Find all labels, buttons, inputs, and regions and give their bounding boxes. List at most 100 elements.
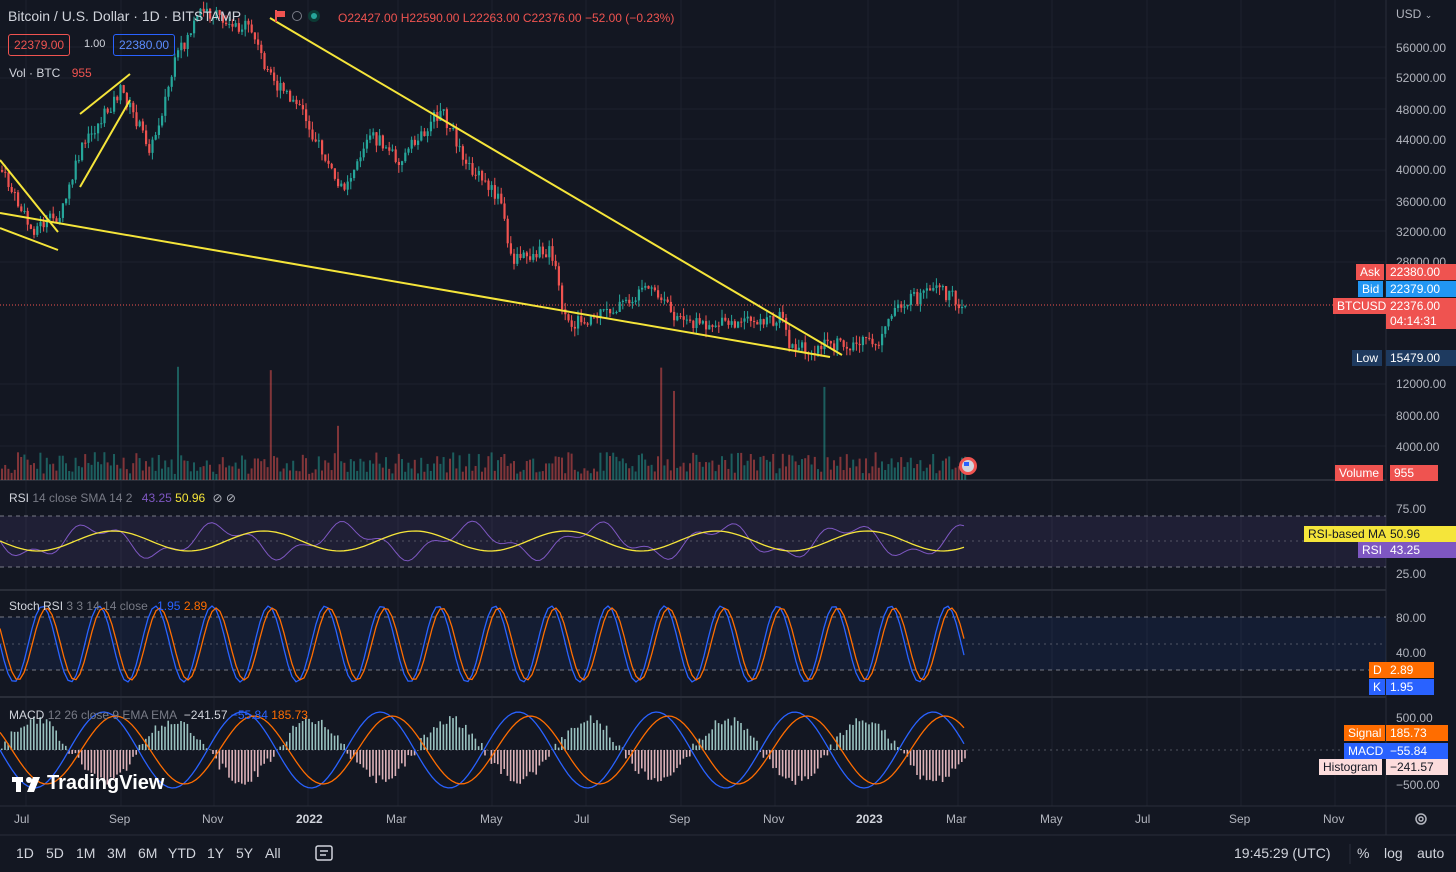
gear-icon[interactable] [1415,813,1427,825]
time-axis-label: Jul [14,812,30,826]
stoch-axis-40: 40.00 [1396,646,1427,660]
macd-axis-value: −55.84 [1386,743,1448,759]
timeframe-button[interactable]: 1Y [207,845,225,861]
rsi-ma-axis-value: 50.96 [1386,526,1456,542]
trendline-left-lower[interactable] [0,227,59,251]
macd-value: −55.84 [230,708,268,722]
time-axis-label: Sep [109,812,131,826]
ohlc-close: C22376.00 [522,11,582,25]
price-candles [1,1,967,362]
macd-signal-line [0,715,965,785]
price-axis-label: 36000.00 [1396,195,1447,209]
price-axis-label: 56000.00 [1396,41,1447,55]
stoch-axis-80: 80.00 [1396,611,1427,625]
macd-signal-axis-label: Signal [1344,725,1386,741]
sell-button[interactable]: 22379.00 [8,34,71,56]
trendline-rising-upper[interactable] [79,73,131,115]
price-axis-label: 44000.00 [1396,133,1447,147]
rsi-line [0,520,965,562]
us-flag-icon[interactable] [959,457,977,475]
bid-label: Bid [1358,281,1384,297]
time-axis-label: Nov [763,812,785,826]
trendline-long-support[interactable] [0,212,831,358]
timeframe-button[interactable]: All [265,845,281,861]
time-axis-label: Mar [946,812,967,826]
log-scale-toggle[interactable]: log [1384,845,1403,861]
time-axis-label: 2022 [296,812,323,826]
stoch-k-value: 1.95 [157,599,181,613]
timeframe-button[interactable]: 5Y [236,845,254,861]
rsi-ma-axis-label: RSI-based MA [1304,526,1391,542]
rsi-title: RSI [9,491,30,505]
ohlc-change: −52.00 (−0.23%) [584,11,675,25]
bar-countdown: 04:14:31 [1390,314,1437,328]
time-axis-label: Jul [574,812,590,826]
macd-axis-500: 500.00 [1396,711,1433,725]
timeframe-button[interactable]: YTD [168,845,196,861]
low-label: Low [1352,350,1383,366]
price-axis-label: 8000.00 [1396,409,1440,423]
clock-display[interactable]: 19:45:29 (UTC) [1234,845,1331,861]
stoch-band [0,617,1386,670]
stoch-d-line [0,607,965,681]
rsi-axis-75: 75.00 [1396,502,1427,516]
macd-signal-axis-value: 185.73 [1386,725,1448,741]
time-axis-label: Sep [1229,812,1251,826]
rsi-axis-label: RSI [1358,542,1387,558]
ask-label: Ask [1356,264,1385,280]
timeframe-button[interactable]: 5D [46,845,64,861]
time-axis-label: Sep [669,812,691,826]
macd-signal-value: 185.73 [271,708,308,722]
rsi-value: 43.25 [141,491,172,505]
stoch-d-axis-value: 2.89 [1386,662,1434,678]
price-axis-label: 32000.00 [1396,225,1447,239]
time-axis-label: May [1040,812,1063,826]
trendline-drawings[interactable] [0,17,843,358]
rsi-ma-line [0,530,965,552]
tradingview-logo-icon [12,777,40,792]
stoch-d-axis-label: D [1369,662,1386,678]
rsi-axis-value: 43.25 [1386,542,1456,558]
symbol-title[interactable]: Bitcoin / U.S. Dollar · 1D · BITSTAMP [8,8,242,24]
time-axis-label: May [480,812,503,826]
rsi-params: 14 close SMA 14 2 [32,491,133,505]
macd-histogram [1,715,966,785]
time-axis-label: Nov [1323,812,1345,826]
trendline-left-upper[interactable] [0,159,59,233]
bid-value: 22379.00 [1386,281,1456,297]
timeframe-button[interactable]: 1D [16,845,34,861]
chevron-down-icon: ⌄ [1424,10,1433,20]
last-price-badge: 22376.00 04:14:31 [1386,298,1456,329]
ask-value: 22380.00 [1386,264,1456,280]
buy-button[interactable]: 22380.00 [113,34,176,56]
volume-axis-label: Volume [1335,465,1384,481]
time-axis-label: Mar [386,812,407,826]
stoch-title: Stoch RSI [9,599,64,613]
date-range-icon[interactable] [315,845,333,861]
macd-line [0,711,965,789]
macd-hist-value: −241.57 [183,708,228,722]
currency-selector[interactable]: USD ⌄ [1396,7,1433,21]
price-axis-label: 4000.00 [1396,440,1440,454]
volume-legend-value: 955 [71,66,92,80]
ohlc-open: O22427.00 [338,11,398,25]
timeframe-button[interactable]: 1M [76,845,96,861]
trendline-rising-lower[interactable] [79,99,131,188]
low-value: 15479.00 [1386,350,1456,366]
rsi-ma-value: 50.96 [175,491,206,505]
timeframe-button[interactable]: 3M [107,845,127,861]
flag-marker-icon [273,10,285,22]
auto-scale-toggle[interactable]: auto [1417,845,1445,861]
hide-icon[interactable]: ⊘ [212,491,223,505]
ohlc-high: H22590.00 [400,11,460,25]
percent-scale-toggle[interactable]: % [1357,845,1370,861]
spread-value: 1.00 [84,38,106,50]
time-axis-label: Jul [1135,812,1151,826]
hide-ma-icon[interactable]: ⊘ [225,491,236,505]
time-axis-label: 2023 [856,812,883,826]
trendline-descending-resistance[interactable] [269,17,843,356]
time-axis-label: Nov [202,812,224,826]
macd-title: MACD [9,708,45,722]
timeframe-button[interactable]: 6M [138,845,158,861]
